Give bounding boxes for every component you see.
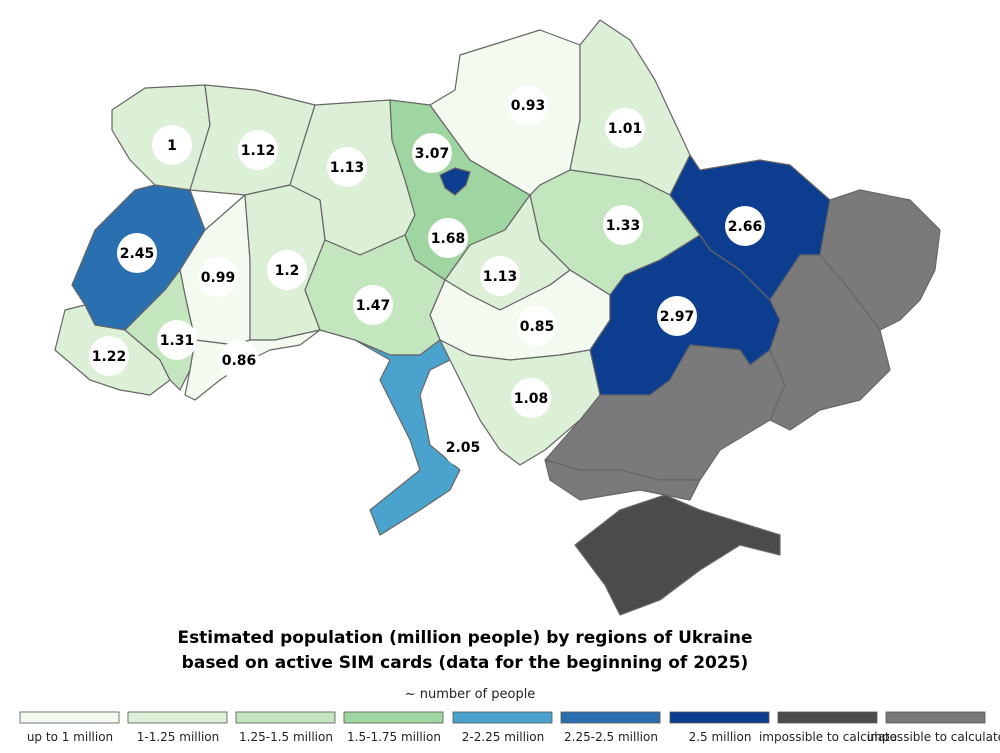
region-value: 1.08 — [514, 391, 549, 407]
legend-swatch — [343, 711, 444, 724]
region-value: 0.93 — [511, 98, 546, 114]
region-value: 1.22 — [92, 349, 127, 365]
label-badge — [517, 306, 557, 346]
legend-label: up to 1 million — [27, 730, 113, 744]
legend-swatch — [669, 711, 770, 724]
region — [354, 339, 461, 536]
label-badge — [327, 147, 367, 187]
region-value: 1.68 — [431, 231, 466, 247]
legend-label: impossible to calculate — [759, 730, 897, 744]
label-badge — [353, 285, 393, 325]
legend-swatch — [127, 711, 228, 724]
region-value: 3.07 — [415, 146, 450, 162]
label-badge — [219, 340, 259, 380]
label-badge — [198, 257, 238, 297]
label-badge — [725, 206, 765, 246]
legend-caption: ~ number of people — [405, 687, 536, 702]
region-value: 2.45 — [120, 246, 155, 262]
region — [439, 167, 471, 196]
label-badge — [428, 218, 468, 258]
title-line: based on active SIM cards (data for the … — [182, 653, 749, 673]
label-badge — [443, 427, 483, 467]
legend-swatch — [452, 711, 553, 724]
occupied-regions — [544, 189, 941, 616]
title-line: Estimated population (million people) by… — [177, 628, 752, 648]
region-shape — [574, 494, 781, 616]
label-badge — [412, 133, 452, 173]
label-badge — [657, 296, 697, 336]
legend-swatch — [885, 711, 986, 724]
region-value: 0.99 — [201, 270, 236, 286]
legend-label: 1.5-1.75 million — [347, 730, 441, 744]
label-badge — [480, 256, 520, 296]
label-badge — [605, 108, 645, 148]
legend-label: 2.5 million — [689, 730, 752, 744]
legend-label: 1.25-1.5 million — [239, 730, 333, 744]
label-badge — [152, 125, 192, 165]
label-badge — [238, 130, 278, 170]
region-value: 1.12 — [241, 143, 276, 159]
region-value: 1.47 — [356, 298, 391, 314]
legend-label: 2.25-2.5 million — [564, 730, 658, 744]
region-labels: 1 1.12 1.13 1.68 0.93 1.01 1.33 2.66 1.13 0.85 2.9… — [89, 85, 765, 467]
region-shape — [819, 189, 941, 331]
legend-swatch — [777, 711, 878, 724]
label-badge — [603, 205, 643, 245]
region-value: 1.33 — [606, 218, 641, 234]
region-value: 0.85 — [520, 319, 555, 335]
region-shape — [544, 459, 701, 501]
legend-swatch — [235, 711, 336, 724]
region-value: 2.05 — [446, 440, 481, 456]
label-badge — [157, 320, 197, 360]
label-badge — [511, 378, 551, 418]
label-badge — [89, 336, 129, 376]
region-value: 1.31 — [160, 333, 195, 349]
region-value: 1.13 — [330, 160, 365, 176]
label-badge — [267, 250, 307, 290]
legend-label: 1-1.25 million — [137, 730, 219, 744]
legend-label: 2-2.25 million — [462, 730, 544, 744]
region-value: 2.66 — [728, 219, 763, 235]
region-value: 1.2 — [275, 263, 300, 279]
region-value: 1.13 — [483, 269, 518, 285]
legend: up to 1 million 1-1.25 million 1.25-1.5 mi… — [19, 711, 1000, 744]
region-value: 0.86 — [222, 353, 257, 369]
legend-swatch — [560, 711, 661, 724]
legend-label: impossible to calculate — [867, 730, 1000, 744]
region-value: 2.97 — [660, 309, 695, 325]
label-badge — [508, 85, 548, 125]
region-value: 1 — [167, 138, 177, 154]
legend-swatch — [19, 711, 120, 724]
region — [569, 19, 691, 196]
label-badge — [117, 233, 157, 273]
region-value: 1.01 — [608, 121, 643, 137]
region — [184, 329, 321, 401]
